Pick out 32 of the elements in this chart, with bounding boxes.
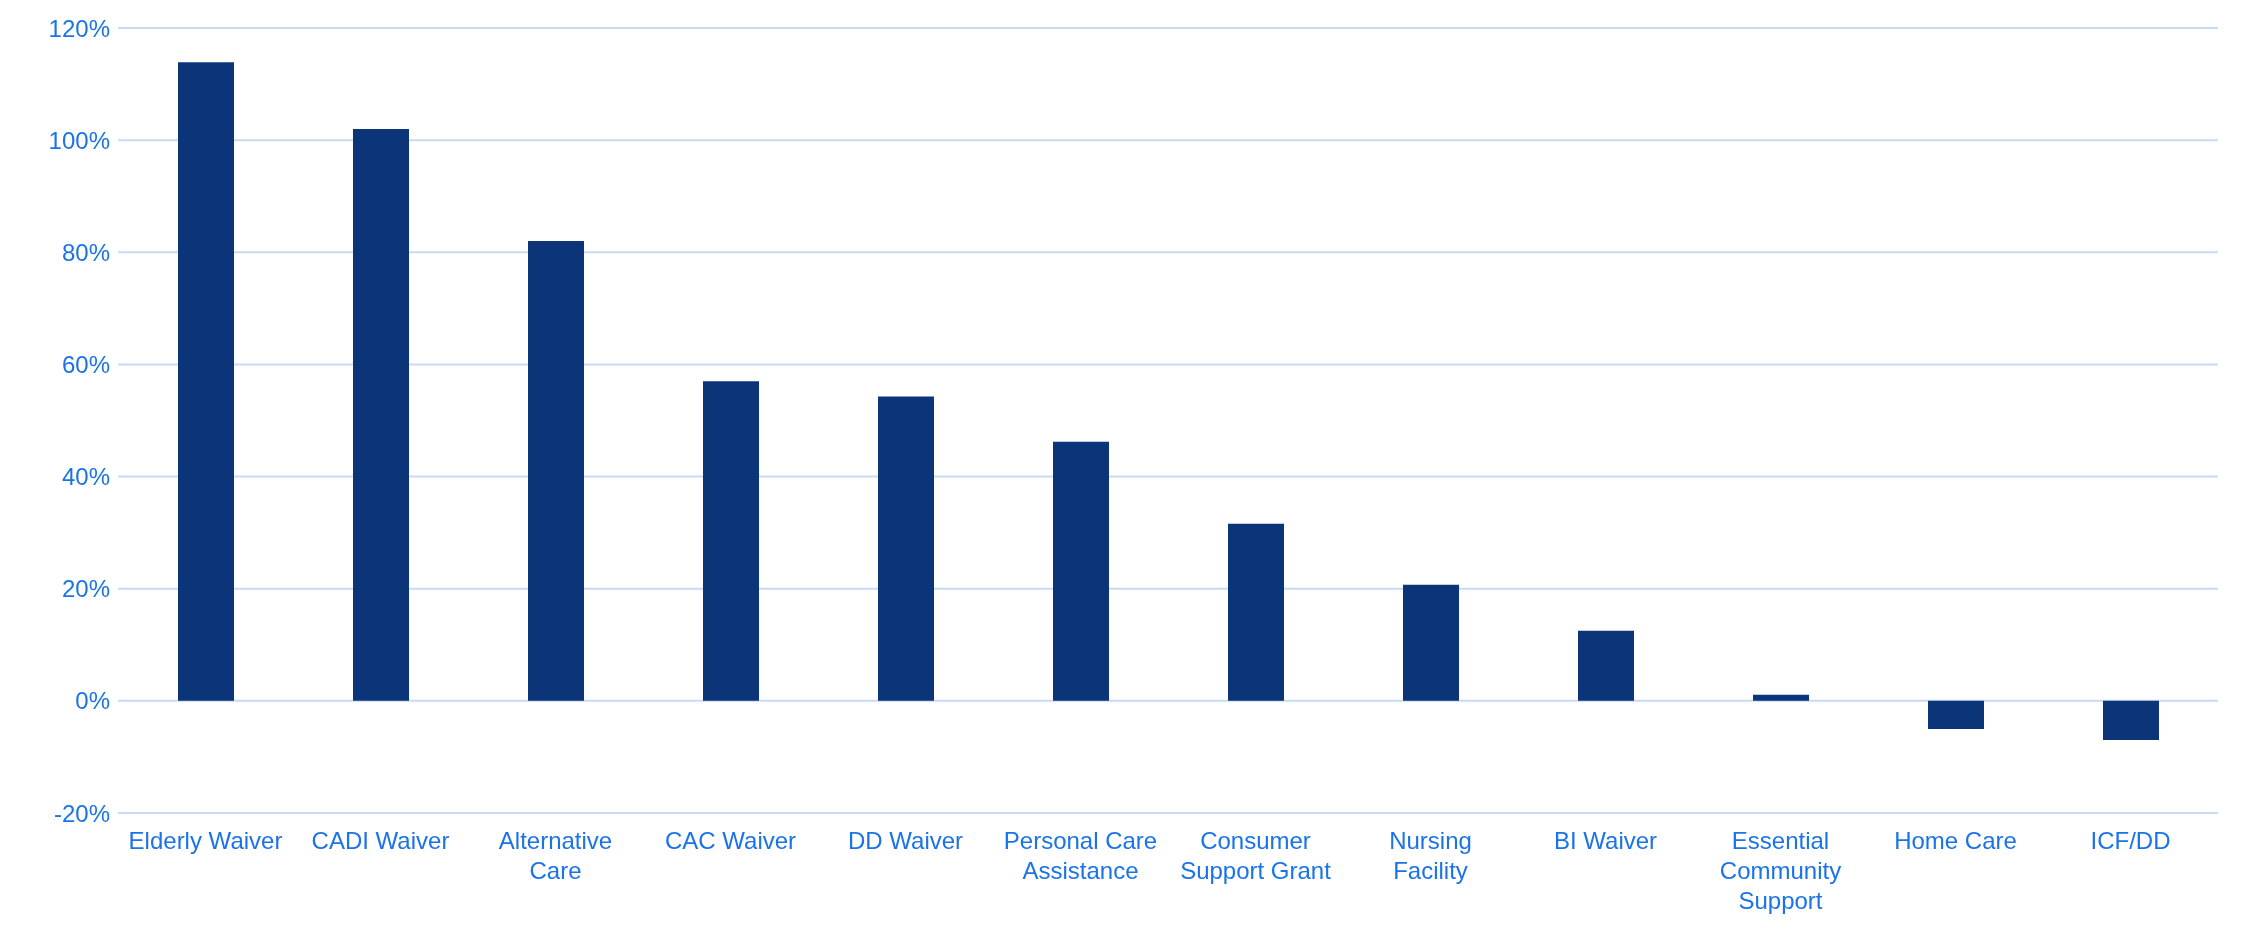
x-tick-label: Consumer Support Grant [1180, 827, 1332, 884]
x-tick-label: CADI Waiver [311, 827, 450, 854]
x-tick-label: Nursing Facility [1389, 827, 1472, 884]
bar [178, 62, 234, 701]
bar [528, 241, 584, 701]
bar [1228, 523, 1284, 701]
x-tick-label: DD Waiver [847, 827, 964, 854]
x-tick-label: Home Care [1894, 827, 2017, 854]
bar [1053, 441, 1109, 701]
y-tick-label: 0% [75, 687, 110, 715]
bar [1578, 630, 1634, 701]
y-tick-label: -20% [53, 799, 110, 827]
x-tick-label: BI Waiver [1553, 827, 1658, 854]
x-tick-label: Essential Community Support [1719, 827, 1842, 914]
bar [878, 396, 934, 701]
y-tick-label: 20% [61, 575, 110, 603]
y-tick-label: 120% [48, 14, 110, 42]
bar [703, 381, 759, 701]
bar [1753, 694, 1809, 701]
bar [1928, 700, 1984, 729]
y-tick-label: 60% [61, 350, 110, 378]
y-tick-label: 100% [48, 126, 110, 154]
x-tick-label: CAC Waiver [664, 827, 797, 854]
x-tick-label: Personal Care Assistance [1003, 827, 1158, 884]
x-tick-label: ICF/DD [2090, 827, 2171, 854]
x-tick-label: Alternative Care [498, 827, 613, 884]
bar [353, 128, 409, 701]
bar [1403, 584, 1459, 701]
y-tick-label: 80% [61, 238, 110, 266]
y-tick-label: 40% [61, 463, 110, 491]
bar [2103, 700, 2159, 741]
x-tick-label: Elderly Waiver [128, 827, 283, 854]
